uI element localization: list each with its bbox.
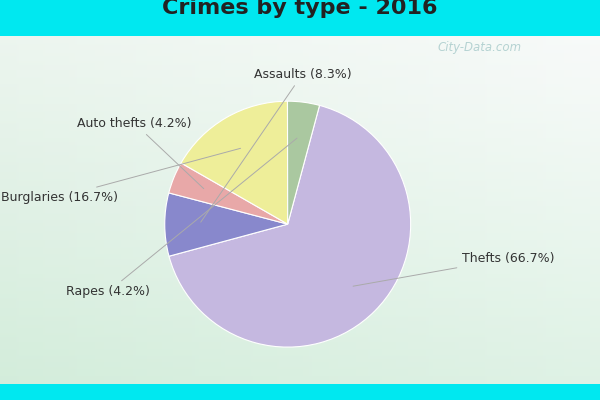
Text: Rapes (4.2%): Rapes (4.2%) [66, 138, 297, 298]
Text: Assaults (8.3%): Assaults (8.3%) [201, 68, 351, 222]
Text: City-Data.com: City-Data.com [438, 42, 522, 54]
Wedge shape [165, 193, 288, 256]
Wedge shape [169, 163, 288, 224]
Title: Crimes by type - 2016: Crimes by type - 2016 [162, 0, 438, 18]
Text: Auto thefts (4.2%): Auto thefts (4.2%) [77, 117, 204, 189]
Wedge shape [169, 105, 410, 347]
Text: Burglaries (16.7%): Burglaries (16.7%) [1, 148, 241, 204]
Text: Thefts (66.7%): Thefts (66.7%) [353, 252, 555, 286]
Wedge shape [181, 101, 288, 224]
Wedge shape [287, 101, 320, 224]
